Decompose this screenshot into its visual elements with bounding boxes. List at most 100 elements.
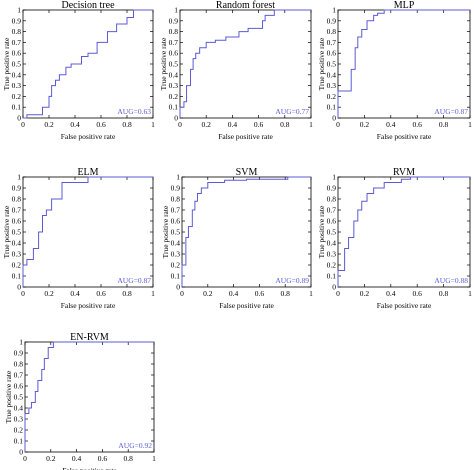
auc-annotation: AUG=0.87 (434, 107, 468, 116)
x-tick-label: 0.6 (413, 120, 423, 129)
y-tick-label: 0.2 (12, 261, 22, 270)
y-tick-label: 0.2 (12, 92, 22, 101)
x-tick-label: 0.8 (439, 120, 449, 129)
x-tick-label: 0 (21, 120, 25, 129)
x-tick-label: 0.4 (228, 120, 238, 129)
x-tick-label: 0.2 (360, 289, 370, 298)
y-tick-label: 0.3 (169, 81, 179, 90)
y-tick-label: 0.8 (14, 360, 24, 369)
roc-curve-line (22, 176, 153, 287)
roc-curve-line (23, 9, 153, 119)
y-tick-label: 0.8 (327, 27, 337, 36)
y-tick-label: 0.2 (327, 92, 337, 101)
x-tick-label: 0.8 (439, 289, 449, 298)
y-tick-label: 0.6 (12, 49, 22, 58)
y-tick-label: 0.3 (327, 81, 337, 90)
x-tick-label: 1 (151, 120, 155, 129)
roc-curve-line (337, 176, 470, 287)
y-tick-label: 0 (176, 283, 180, 292)
y-tick-label: 0.5 (327, 60, 337, 69)
x-tick-label: 0 (336, 289, 340, 298)
x-axis-label: False positive rate (377, 301, 432, 310)
chart-title: ELM (77, 167, 98, 178)
auc-annotation: AUG=0.89 (275, 276, 309, 285)
y-tick-label: 0.2 (169, 92, 179, 101)
x-tick-label: 0 (23, 454, 27, 463)
x-tick-label: 0.6 (96, 120, 106, 129)
y-tick-label: 0.6 (14, 382, 24, 391)
y-tick-label: 0.5 (327, 228, 337, 237)
y-axis-label: True positive rate (2, 205, 11, 258)
roc-panel-5: SVM 0 0.2 0.4 0.6 0.8 1 0 0.1 0.2 0.3 0.4 0.5 0.6 0.7 0… (161, 167, 313, 310)
y-tick-label: 0.2 (327, 261, 337, 270)
auc-annotation: AUG=0.77 (275, 107, 309, 116)
y-tick-label: 0.7 (327, 38, 337, 47)
y-tick-label: 0.9 (327, 16, 337, 25)
y-tick-label: 0.7 (12, 38, 22, 47)
y-tick-label: 0.5 (169, 60, 179, 69)
y-axis-label: True positive rate (317, 37, 326, 90)
plot-frame (22, 9, 154, 119)
x-tick-label: 0.6 (413, 289, 423, 298)
y-tick-label: 0.9 (327, 184, 337, 193)
auc-annotation: AUG=0.88 (434, 276, 468, 285)
roc-panel-2: Random forest 0 0.2 0.4 0.6 0.8 1 0 0.1 0.2 0.3 0.4… (159, 0, 313, 141)
x-tick-label: 0.8 (281, 289, 291, 298)
x-tick-label: 0.8 (122, 120, 132, 129)
roc-curve-line (181, 176, 311, 287)
x-tick-label: 1 (151, 289, 155, 298)
x-tick-label: 0.4 (70, 120, 80, 129)
x-axis-label: False positive rate (219, 301, 274, 310)
y-tick-label: 0.1 (327, 103, 337, 112)
y-tick-label: 0.7 (327, 206, 337, 215)
x-tick-label: 0.2 (202, 120, 212, 129)
y-tick-label: 0.1 (12, 272, 22, 281)
y-tick-label: 0 (19, 448, 23, 457)
y-tick-label: 1 (17, 6, 21, 15)
y-tick-label: 1 (174, 6, 178, 15)
y-tick-label: 0.9 (169, 16, 179, 25)
auc-annotation: AUG=0.92 (118, 441, 152, 450)
y-tick-label: 0.4 (327, 70, 337, 79)
y-tick-label: 0.4 (327, 239, 337, 248)
y-tick-label: 0.6 (12, 217, 22, 226)
y-tick-label: 0.6 (327, 49, 337, 58)
x-axis-label: False positive rate (218, 132, 273, 141)
x-tick-label: 0.8 (122, 289, 132, 298)
x-tick-label: 0 (178, 120, 182, 129)
y-tick-label: 0.8 (12, 195, 22, 204)
y-tick-label: 0.3 (327, 250, 337, 259)
x-tick-label: 0.6 (98, 454, 108, 463)
y-tick-label: 0.7 (12, 206, 22, 215)
y-tick-label: 0.8 (171, 195, 181, 204)
y-tick-label: 0.6 (171, 217, 181, 226)
roc-panel-1: Decision tree 0 0.2 0.4 0.6 0.8 1 0 0.1 0.2 0.3 0.4… (2, 0, 155, 141)
y-axis-label: True positive rate (161, 205, 170, 258)
x-axis-label: False positive rate (62, 466, 117, 470)
y-tick-label: 0 (332, 283, 336, 292)
y-tick-label: 1 (176, 173, 180, 182)
y-tick-label: 0.1 (14, 437, 24, 446)
x-tick-label: 0.6 (254, 120, 264, 129)
y-tick-label: 0.5 (14, 393, 24, 402)
chart-title: EN-RVM (70, 332, 109, 343)
roc-curve-line (24, 341, 154, 452)
roc-curve-line (337, 9, 470, 118)
x-tick-label: 0.4 (386, 289, 396, 298)
y-tick-label: 1 (19, 338, 23, 347)
x-tick-label: 1 (468, 289, 472, 298)
y-tick-label: 0.8 (327, 195, 337, 204)
y-tick-label: 1 (332, 6, 336, 15)
y-tick-label: 0.4 (12, 70, 22, 79)
x-tick-label: 0.2 (360, 120, 370, 129)
chart-title: RVM (393, 167, 415, 178)
x-tick-label: 0.2 (46, 454, 56, 463)
x-axis-label: False positive rate (61, 301, 116, 310)
chart-title: MLP (394, 0, 415, 11)
x-tick-label: 0.8 (124, 454, 134, 463)
y-tick-label: 0.3 (12, 81, 22, 90)
roc-curve-line (179, 9, 311, 118)
y-tick-label: 0.4 (14, 404, 24, 413)
x-tick-label: 1 (152, 454, 156, 463)
